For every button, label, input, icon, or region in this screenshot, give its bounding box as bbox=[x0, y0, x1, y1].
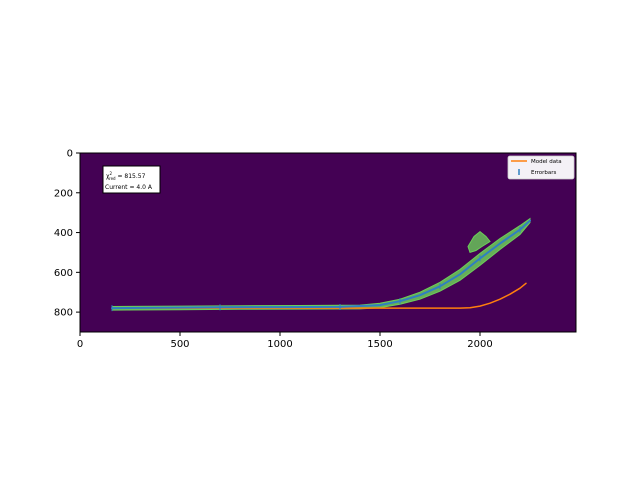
annotation-frame bbox=[102, 165, 161, 194]
y-tick-label: 400 bbox=[54, 228, 73, 239]
chi-subscript: red bbox=[109, 176, 116, 181]
x-tick-label: 1500 bbox=[367, 339, 392, 350]
legend: Model data Errorbars bbox=[507, 155, 575, 180]
y-tick-label: 600 bbox=[54, 268, 73, 279]
x-tick-label: 2000 bbox=[467, 339, 492, 350]
chi-squared-label: χ2 red = 815.57 bbox=[106, 171, 146, 181]
x-tick-label: 0 bbox=[77, 339, 83, 350]
plot-marks bbox=[111, 217, 531, 312]
y-tick-label: 800 bbox=[54, 308, 73, 319]
annotation-box: χ2 red = 815.57 Current = 4.0 A bbox=[102, 165, 161, 194]
y-tick-label: 0 bbox=[67, 149, 73, 160]
chi-symbol: χ bbox=[106, 173, 110, 180]
current-label: Current = 4.0 A bbox=[105, 184, 153, 191]
plot-frame bbox=[79, 152, 577, 333]
chi-superscript: 2 bbox=[109, 171, 112, 176]
data-blob bbox=[467, 230, 491, 254]
x-tick-label: 1000 bbox=[267, 339, 292, 350]
series-errorbars-line bbox=[111, 219, 531, 310]
legend-model-label: Model data bbox=[531, 159, 562, 165]
chi-value: = 815.57 bbox=[116, 173, 146, 180]
y-tick-label: 200 bbox=[54, 188, 73, 199]
y-axis: 0 200 400 600 800 bbox=[54, 149, 80, 319]
x-axis: 0 500 1000 1500 2000 bbox=[77, 332, 493, 350]
legend-errorbars-label: Errorbars bbox=[531, 170, 557, 176]
x-tick-label: 500 bbox=[170, 339, 189, 350]
plot-area bbox=[79, 152, 577, 333]
